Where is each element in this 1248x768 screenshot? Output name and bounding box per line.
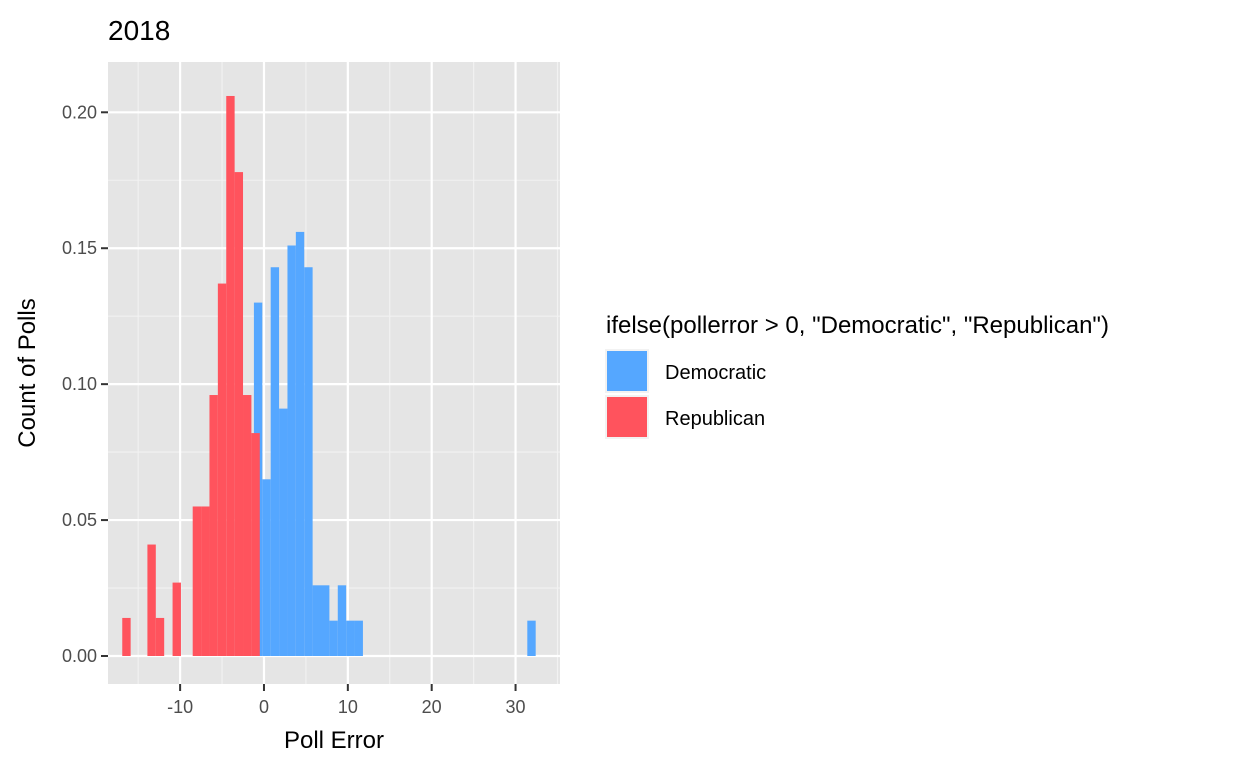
bar-republican — [147, 544, 156, 656]
bar-republican — [251, 433, 260, 656]
bar-democratic — [279, 408, 288, 656]
x-tick-label: 0 — [259, 697, 269, 717]
bar-republican — [192, 506, 202, 656]
legend: ifelse(pollerror > 0, "Democratic", "Rep… — [605, 312, 1109, 439]
bar-democratic — [321, 585, 330, 656]
bar-republican — [226, 95, 235, 656]
bar-republican — [243, 395, 252, 656]
y-tick-label: 0.20 — [62, 102, 97, 122]
bar-democratic — [346, 620, 355, 656]
y-tick-label: 0.10 — [62, 374, 97, 394]
bar-republican — [209, 395, 218, 656]
y-tick-label: 0.05 — [62, 510, 97, 530]
x-axis-title: Poll Error — [284, 727, 384, 754]
bar-democratic — [295, 231, 305, 656]
y-tick-label: 0.00 — [62, 646, 97, 666]
x-tick-label: 30 — [506, 697, 526, 717]
legend-label-democratic: Democratic — [665, 362, 766, 384]
bar-republican — [122, 617, 131, 656]
bar-republican — [217, 283, 227, 656]
bar-republican — [201, 506, 210, 656]
bar-democratic — [270, 267, 280, 656]
x-axis: -10 0 10 20 30 — [167, 684, 526, 717]
grid-major — [108, 62, 560, 684]
y-axis-title: Count of Polls — [14, 298, 41, 447]
y-axis: 0.00 0.05 0.10 0.15 0.20 — [62, 102, 108, 666]
bar-democratic — [527, 620, 536, 656]
legend-title: ifelse(pollerror > 0, "Democratic", "Rep… — [606, 312, 1109, 339]
bar-democratic — [304, 267, 313, 656]
x-tick-label: 20 — [422, 697, 442, 717]
bar-democratic — [337, 585, 347, 656]
bar-democratic — [329, 620, 338, 656]
chart-title: 2018 — [108, 15, 170, 46]
legend-swatch-republican — [607, 397, 647, 437]
bar-democratic — [287, 245, 296, 656]
bar-democratic — [354, 620, 363, 656]
legend-label-republican: Republican — [665, 408, 765, 430]
histogram-bars — [122, 95, 536, 656]
x-tick-label: 10 — [338, 697, 358, 717]
bar-republican — [155, 617, 165, 656]
bar-democratic — [312, 585, 322, 656]
x-tick-label: -10 — [167, 697, 193, 717]
legend-swatch-democratic — [607, 351, 647, 391]
bar-republican — [172, 582, 181, 656]
plot-panel — [108, 62, 560, 684]
y-tick-label: 0.15 — [62, 238, 97, 258]
bar-republican — [234, 172, 244, 656]
bar-democratic — [262, 479, 271, 656]
